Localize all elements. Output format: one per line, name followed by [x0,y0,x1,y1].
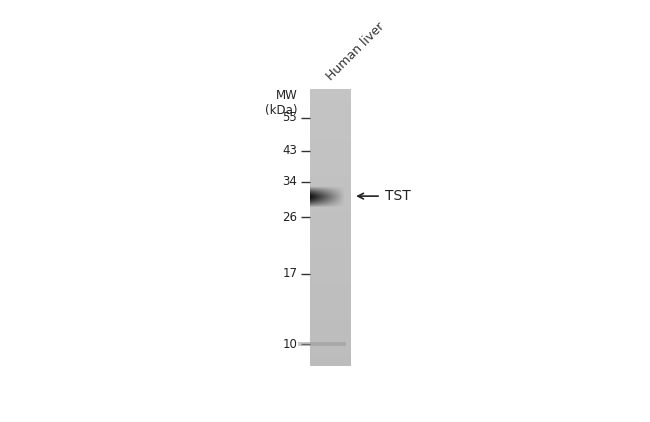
Bar [298,342,346,346]
Text: Human liver: Human liver [324,20,387,83]
Text: 34: 34 [283,175,297,188]
Text: TST: TST [385,189,411,203]
Text: 26: 26 [282,211,297,224]
Text: MW
(kDa): MW (kDa) [265,89,297,116]
Text: 55: 55 [283,111,297,124]
Text: 10: 10 [283,338,297,351]
Text: 43: 43 [283,144,297,157]
Text: 17: 17 [282,267,297,280]
